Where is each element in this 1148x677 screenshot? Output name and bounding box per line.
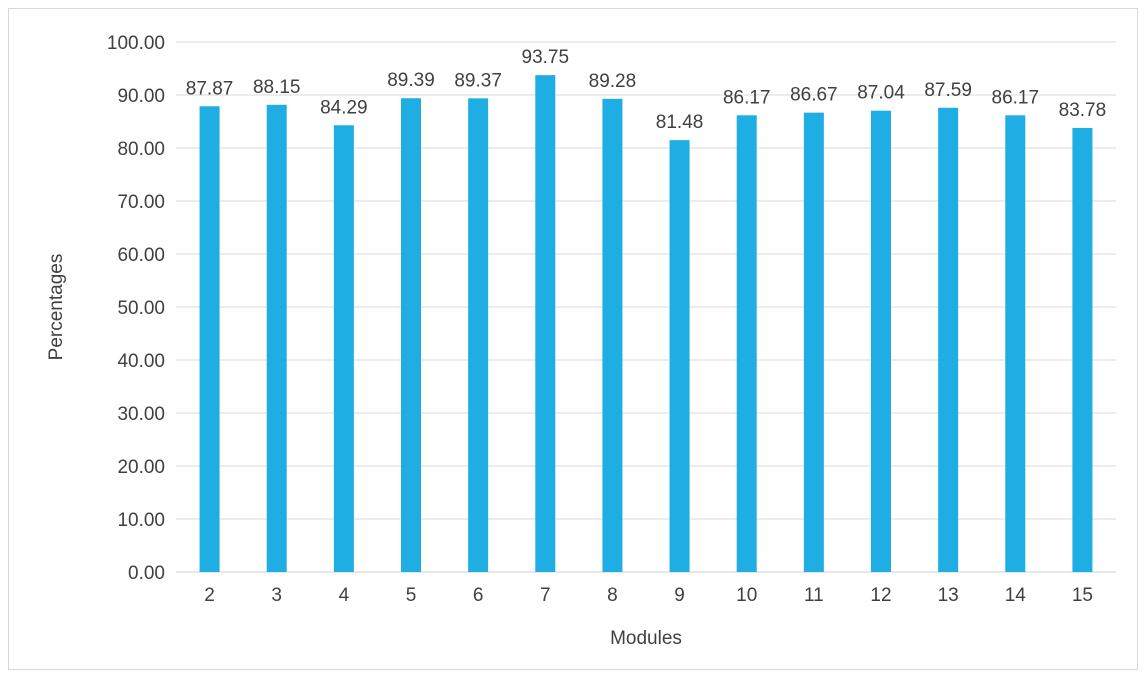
y-tick-label: 70.00 (117, 192, 165, 213)
x-tick-label: 3 (271, 585, 282, 606)
bar-module-15 (1072, 127, 1093, 572)
data-label: 93.75 (522, 47, 570, 68)
x-axis-title: Modules (610, 628, 682, 649)
y-tick-label: 30.00 (117, 404, 165, 425)
data-label: 81.48 (656, 112, 704, 133)
bar-module-3 (266, 104, 287, 573)
bar-module-2 (199, 106, 220, 572)
bar-module-6 (468, 98, 489, 573)
x-tick-label: 11 (804, 585, 824, 606)
x-tick-label: 13 (938, 585, 959, 606)
x-tick-label: 15 (1072, 585, 1093, 606)
bar-module-11 (803, 112, 824, 573)
bar-module-5 (401, 98, 421, 572)
data-label: 87.04 (857, 83, 905, 104)
y-tick-label: 40.00 (117, 351, 165, 372)
x-tick-label: 7 (540, 585, 551, 606)
y-axis-ticks: 0.00 10.00 20.00 30.00 40.00 50.00 60.00 70.00 8… (107, 33, 165, 584)
data-label: 84.29 (320, 97, 368, 118)
data-label: 83.78 (1059, 100, 1107, 121)
data-label: 86.17 (992, 87, 1040, 108)
data-label: 87.87 (186, 78, 234, 99)
x-tick-label: 12 (870, 585, 891, 606)
bar-module-13 (938, 107, 959, 572)
bars (199, 75, 1093, 573)
x-tick-label: 5 (406, 585, 417, 606)
x-tick-label: 9 (674, 585, 685, 606)
x-tick-label: 14 (1005, 585, 1027, 606)
data-label: 89.37 (454, 70, 502, 91)
bar-module-7 (535, 75, 556, 572)
data-label: 86.67 (790, 85, 838, 106)
bar-module-10 (736, 115, 757, 572)
y-tick-label: 50.00 (117, 298, 165, 319)
x-axis-ticks: 2 3 4 5 6 7 8 9 10 11 12 13 14 15 (204, 585, 1093, 606)
y-tick-label: 90.00 (117, 86, 165, 107)
bar-module-9 (669, 140, 690, 572)
bar-module-12 (871, 110, 891, 573)
data-label: 89.39 (387, 70, 435, 91)
x-tick-label: 8 (607, 585, 618, 606)
data-labels: 87.87 88.15 84.29 89.39 89.37 93.75 89.28 81.48… (186, 47, 1106, 133)
data-label: 87.59 (924, 80, 972, 101)
y-tick-label: 60.00 (117, 245, 165, 266)
y-tick-label: 0.00 (128, 563, 165, 584)
data-label: 86.17 (723, 87, 771, 108)
bar-module-14 (1005, 115, 1026, 572)
x-tick-label: 10 (736, 585, 757, 606)
y-tick-label: 20.00 (117, 457, 165, 478)
y-axis-title: Percentages (46, 254, 67, 361)
y-tick-label: 100.00 (107, 33, 165, 54)
y-tick-label: 80.00 (117, 139, 165, 160)
x-tick-label: 4 (339, 585, 350, 606)
y-tick-label: 10.00 (117, 510, 165, 531)
bar-module-4 (333, 125, 354, 572)
data-label: 88.15 (253, 77, 301, 98)
x-tick-label: 6 (473, 585, 484, 606)
x-tick-label: 2 (204, 585, 215, 606)
data-label: 89.28 (589, 71, 637, 92)
gridlines (176, 41, 1116, 573)
bar-module-8 (602, 98, 623, 572)
